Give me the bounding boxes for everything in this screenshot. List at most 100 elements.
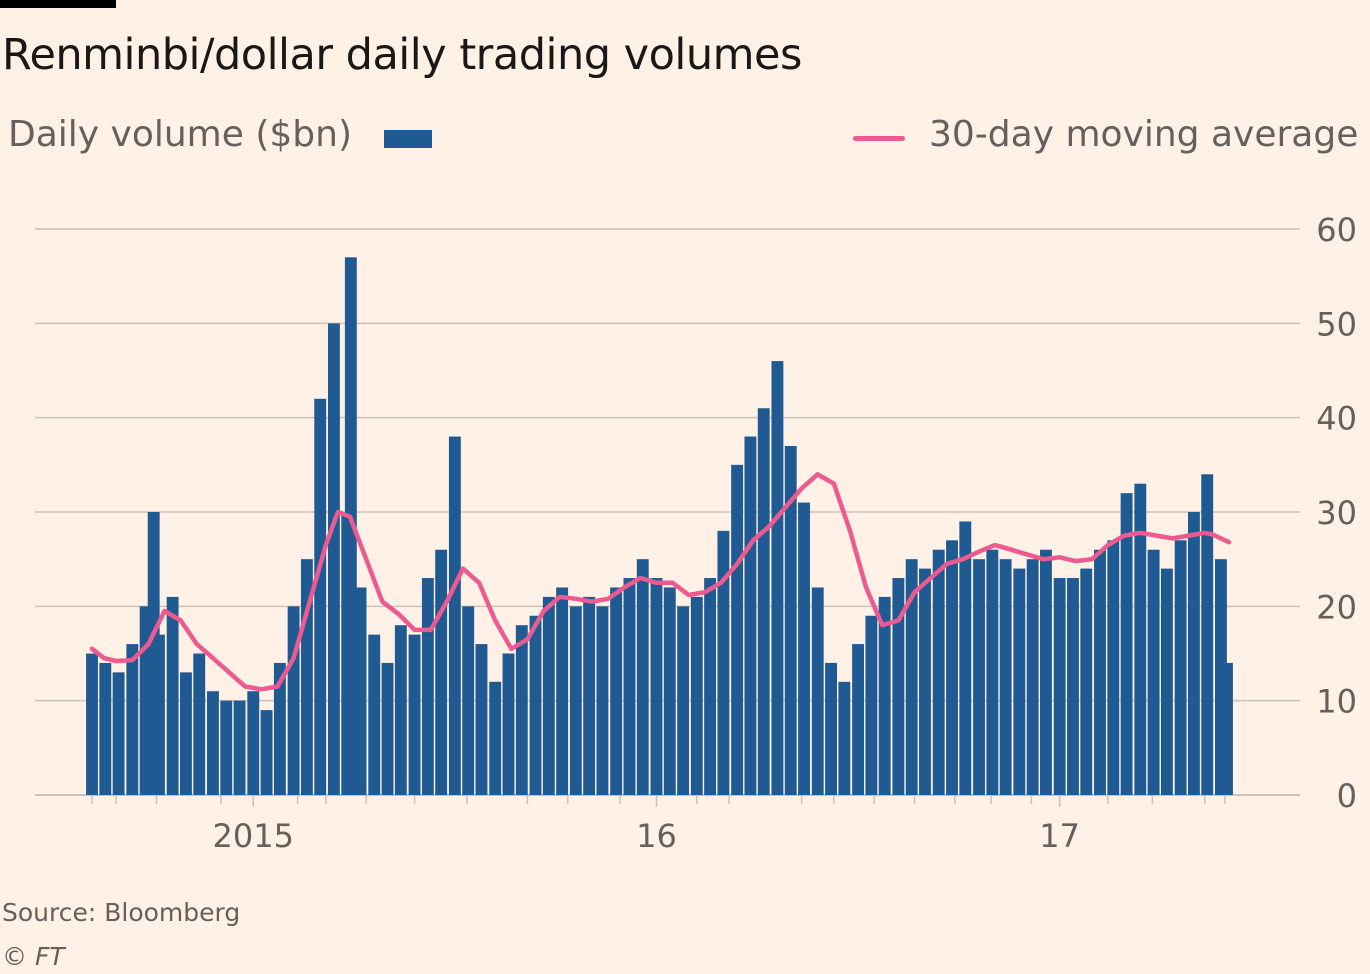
legend-daily-volume-label: Daily volume ($bn) — [8, 114, 353, 155]
volume-bar — [435, 549, 448, 795]
volume-bar — [314, 398, 327, 795]
volume-bar — [502, 653, 515, 795]
volume-bar — [825, 662, 837, 795]
volume-bar — [152, 634, 165, 795]
volume-bar — [704, 578, 717, 795]
volume-bar — [542, 596, 555, 795]
volume-bar — [247, 691, 260, 795]
volume-bar — [1080, 568, 1093, 795]
volume-bar — [300, 559, 313, 795]
volume-bar — [1201, 474, 1214, 795]
volume-bar — [946, 540, 958, 795]
y-tick-label-20: 20 — [1316, 588, 1357, 626]
volume-bar — [448, 436, 461, 795]
volume-bar — [1107, 540, 1120, 795]
volume-bar — [1120, 493, 1133, 795]
volume-bar — [878, 596, 891, 795]
volume-bar — [394, 625, 407, 795]
volume-bar — [663, 587, 676, 795]
volume-bar — [1147, 549, 1160, 795]
legend-bar-swatch — [384, 130, 432, 148]
volume-bar — [1067, 578, 1079, 795]
volume-bar — [596, 606, 609, 795]
volume-bar — [287, 606, 300, 795]
volume-bar — [744, 436, 757, 795]
volume-bar — [368, 634, 381, 795]
volume-bar — [1214, 559, 1227, 795]
volume-bar — [623, 578, 636, 795]
volume-bar — [784, 445, 797, 795]
volume-bar — [865, 615, 878, 795]
volume-bar — [1221, 662, 1233, 795]
volume-bar — [408, 634, 421, 795]
y-tick-label-60: 60 — [1316, 211, 1357, 249]
volume-bar — [932, 549, 945, 795]
volume-bar — [273, 662, 286, 795]
y-tick-label-40: 40 — [1316, 400, 1357, 438]
volume-bar — [919, 568, 931, 795]
volume-bar — [489, 681, 502, 795]
volume-bar — [139, 606, 152, 795]
volume-bar — [757, 408, 770, 795]
volume-bar — [986, 549, 999, 795]
volume-bar — [1094, 549, 1106, 795]
y-tick-label-50: 50 — [1316, 305, 1357, 343]
volume-bar — [717, 530, 730, 795]
volume-bar — [811, 587, 824, 795]
volume-bar — [1053, 578, 1066, 795]
volume-bar — [838, 681, 851, 795]
volume-bar — [462, 606, 475, 795]
volume-bar — [260, 710, 273, 795]
volume-bar — [556, 587, 569, 795]
y-tick-label-0: 0 — [1337, 777, 1357, 815]
x-tick-label-16: 16 — [636, 817, 677, 855]
chart-title: Renminbi/dollar daily trading volumes — [2, 30, 802, 80]
volume-bar — [892, 578, 905, 795]
legend-moving-average-label: 30-day moving average — [929, 114, 1359, 155]
volume-bar — [344, 257, 357, 795]
x-tick-label-17: 17 — [1039, 817, 1080, 855]
volume-bar — [569, 606, 582, 795]
brand-topbar — [0, 0, 116, 8]
volume-bar — [475, 644, 488, 795]
volume-bar — [677, 606, 690, 795]
volume-bar — [327, 323, 340, 795]
volume-bar — [1174, 540, 1187, 795]
volume-bar — [515, 625, 528, 795]
volume-bar — [690, 596, 703, 795]
volume-bar — [220, 700, 233, 795]
volume-bar — [1026, 559, 1039, 795]
volume-bar — [798, 502, 810, 795]
copyright-credit: © FT — [2, 942, 65, 971]
volume-bar — [381, 662, 394, 795]
volume-bar — [112, 672, 125, 795]
volume-bar — [905, 559, 918, 795]
y-tick-label-30: 30 — [1316, 494, 1357, 532]
volume-bar — [180, 672, 192, 795]
volume-bar — [1134, 483, 1147, 795]
chart-plot: 0 10 20 30 40 50 60 2015 16 17 — [35, 211, 1357, 855]
volume-bar — [1160, 568, 1173, 795]
moving-average-line — [89, 472, 1232, 692]
volume-bar — [193, 653, 206, 795]
volume-bar — [99, 662, 112, 795]
volume-bar — [852, 644, 865, 795]
volume-bar — [999, 559, 1012, 795]
volume-bar — [86, 653, 98, 795]
y-tick-label-10: 10 — [1316, 683, 1357, 721]
volume-bar — [529, 615, 542, 795]
volume-bar — [973, 559, 985, 795]
volume-bar — [1187, 512, 1200, 795]
volume-bar — [610, 587, 623, 795]
volume-bar — [731, 464, 744, 795]
source-note: Source: Bloomberg — [2, 898, 241, 927]
volume-bar — [959, 521, 972, 795]
volume-bar — [650, 578, 663, 795]
volume-bar — [354, 587, 367, 795]
volume-bar — [233, 700, 246, 795]
x-tick-label-2015: 2015 — [213, 817, 294, 855]
volume-bar — [421, 578, 434, 795]
volume-bar — [1013, 568, 1026, 795]
volume-bar — [636, 559, 649, 795]
volume-bar — [207, 691, 219, 795]
